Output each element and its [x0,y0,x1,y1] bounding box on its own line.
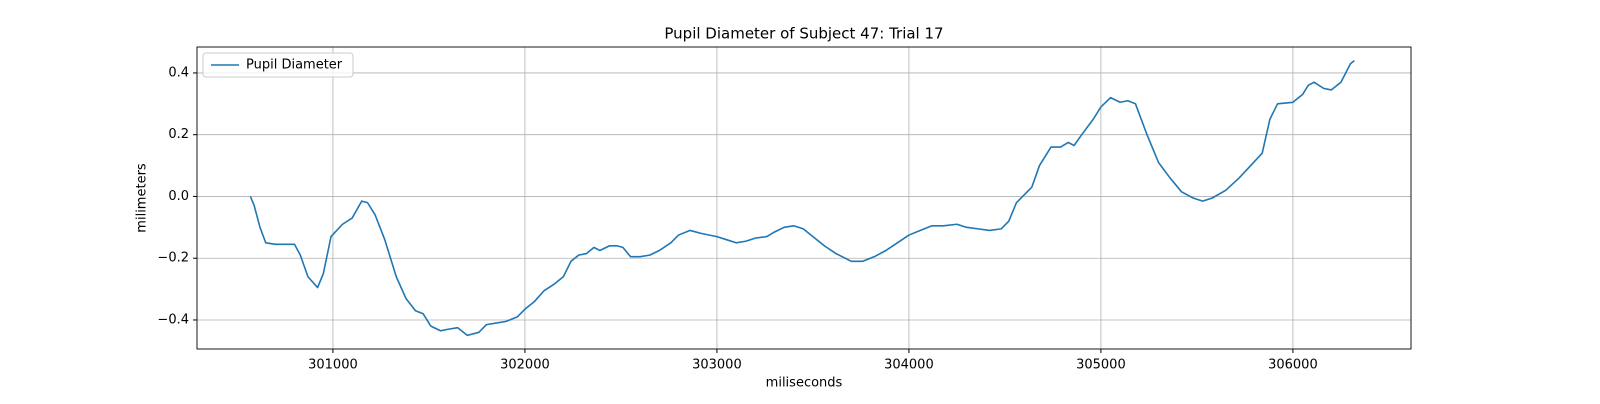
y-tick-label: −0.2 [157,251,189,266]
x-tick-label: 303000 [692,358,742,373]
y-axis-label: milimeters [135,163,150,233]
legend-box [202,52,354,78]
y-tick-label: 0.0 [168,189,189,204]
x-tick-label: 306000 [1268,358,1318,373]
x-tick-label: 301000 [308,358,358,373]
plot-frame [196,46,1412,350]
x-tick-label: 304000 [884,358,934,373]
legend-label: Pupil Diameter [246,58,343,73]
y-tick-label: 0.2 [168,127,189,142]
x-axis-label: miliseconds [766,376,843,391]
y-tick-label: −0.4 [157,312,189,327]
x-tick-label: 302000 [500,358,550,373]
chart-title: Pupil Diameter of Subject 47: Trial 17 [664,25,943,43]
y-tick-label: 0.4 [168,65,189,80]
x-tick-label: 305000 [1076,358,1126,373]
data-line [249,59,1355,337]
